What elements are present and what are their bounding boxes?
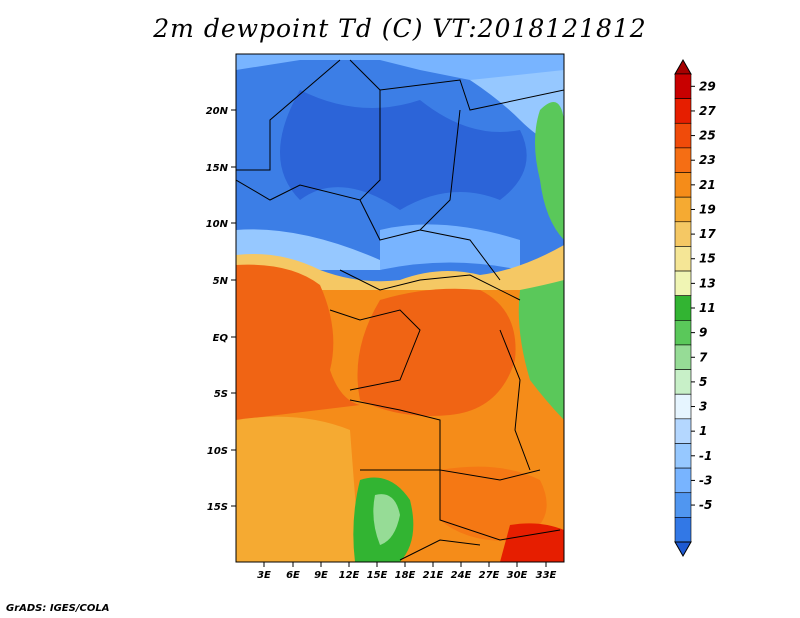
chart-title: 2m dewpoint Td (C) VT:2018121812 [153, 14, 647, 43]
grads-credit: GrADS: IGES/COLA [6, 603, 110, 614]
country-borders [236, 59, 564, 561]
colorbar-label: 3 [699, 400, 707, 414]
colorbar-label: 27 [699, 104, 716, 118]
lon-tick-label: 33E [536, 570, 557, 581]
colorbar-label: 5 [699, 375, 707, 389]
colorbar-swatch [674, 443, 692, 469]
lon-tick-label: 15E [367, 570, 388, 581]
colorbar-swatch [674, 418, 692, 444]
lon-tick-label: 12E [339, 570, 360, 581]
latitude-axis: 20N 15N 10N 5N EQ 5S 10S 15S [206, 106, 236, 513]
colorbar: 29 27 25 23 21 19 17 15 13 11 9 7 5 3 1 -1 -3 -5 [674, 58, 716, 558]
colorbar-label: 9 [699, 326, 707, 340]
colorbar-label: 25 [699, 129, 716, 143]
colorbar-swatch [674, 196, 692, 223]
colorbar-swatch [674, 246, 692, 272]
colorbar-swatch [674, 295, 692, 321]
lon-tick-label: 18E [395, 570, 416, 581]
lat-tick-label: 15S [207, 502, 228, 513]
colorbar-label: -3 [699, 473, 712, 487]
colorbar-swatch [674, 369, 692, 395]
colorbar-label: 11 [699, 301, 716, 315]
colorbar-swatch [674, 344, 692, 370]
colorbar-label: 21 [699, 178, 716, 192]
colorbar-label: -5 [699, 498, 712, 512]
lon-tick-label: 6E [286, 570, 300, 581]
colorbar-swatch [674, 393, 692, 420]
colorbar-swatch [674, 147, 692, 173]
lon-tick-label: 24E [451, 570, 472, 581]
colorbar-swatch [674, 320, 692, 346]
colorbar-label: 23 [699, 153, 716, 167]
colorbar-label: 17 [699, 227, 716, 241]
lat-tick-label: EQ [213, 333, 229, 344]
dewpoint-field [236, 54, 564, 562]
colorbar-swatch [674, 172, 692, 198]
colorbar-swatch [674, 492, 692, 518]
colorbar-swatch [674, 221, 692, 247]
colorbar-label: -1 [699, 449, 712, 463]
colorbar-label: 7 [699, 350, 708, 364]
colorbar-top-arrow [674, 58, 692, 75]
colorbar-swatch [674, 270, 692, 296]
map-frame [235, 53, 565, 563]
colorbar-swatch [674, 73, 692, 99]
colorbar-bottom-arrow [674, 541, 692, 558]
lat-tick-label: 10N [206, 219, 229, 230]
longitude-axis: 3E 6E 9E 12E 15E 18E 21E 24E 27E 30E 33E [257, 562, 557, 581]
lat-tick-label: 10S [207, 446, 228, 457]
colorbar-label: 29 [699, 79, 716, 93]
lat-tick-label: 20N [206, 106, 229, 117]
colorbar-label: 15 [699, 252, 716, 266]
lat-tick-label: 15N [206, 163, 229, 174]
colorbar-swatch [674, 98, 692, 124]
lon-tick-label: 21E [423, 570, 444, 581]
lon-tick-label: 27E [479, 570, 500, 581]
colorbar-label: 13 [699, 276, 716, 290]
colorbar-label: 19 [699, 202, 716, 216]
lon-tick-label: 9E [314, 570, 328, 581]
lat-tick-label: 5S [214, 389, 228, 400]
colorbar-swatch [674, 467, 692, 494]
lat-tick-label: 5N [213, 276, 229, 287]
colorbar-swatch [674, 517, 692, 543]
lon-tick-label: 30E [507, 570, 528, 581]
lon-tick-label: 3E [257, 570, 271, 581]
colorbar-swatch [674, 122, 692, 149]
colorbar-label: 1 [699, 424, 707, 438]
